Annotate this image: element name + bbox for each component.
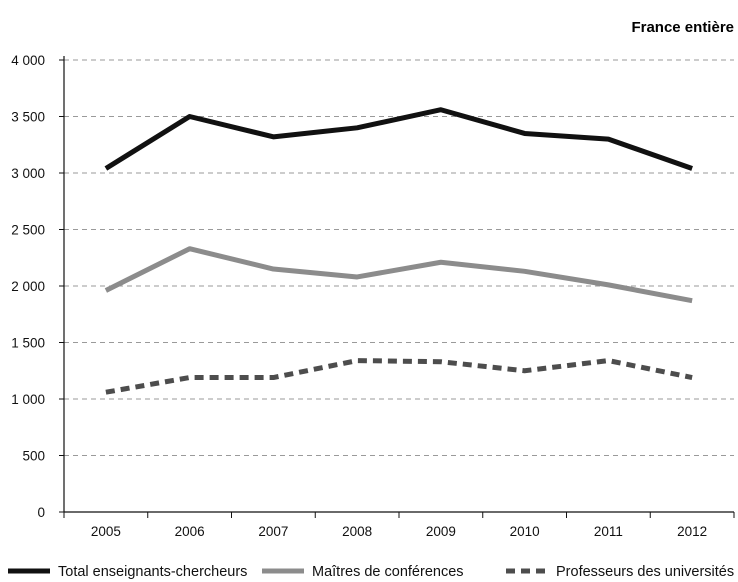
total-series-line xyxy=(104,107,693,171)
y-tick-label: 2 000 xyxy=(11,279,45,294)
y-tick-label: 0 xyxy=(37,505,45,520)
x-axis-ticks: 2005 2006 2007 2008 2009 2010 2011 2012 xyxy=(63,512,735,539)
legend-label: Professeurs des universités xyxy=(556,564,734,580)
y-tick-label: 3 500 xyxy=(11,110,45,125)
y-tick-label: 1 500 xyxy=(11,336,45,351)
y-tick-label: 4 000 xyxy=(11,53,45,68)
x-tick-label: 2007 xyxy=(258,524,288,539)
y-tick-label: 3 000 xyxy=(11,166,45,181)
y-tick-label: 500 xyxy=(22,449,45,464)
x-tick-label: 2006 xyxy=(175,524,205,539)
y-tick-label: 2 500 xyxy=(11,223,45,238)
series-lines xyxy=(104,107,693,395)
professeurs-series-line xyxy=(105,358,693,395)
chart-subtitle: France entière xyxy=(631,19,734,36)
x-tick-label: 2010 xyxy=(510,524,540,539)
maitres-series-line xyxy=(104,246,693,304)
x-tick-label: 2008 xyxy=(342,524,372,539)
axes xyxy=(63,56,734,513)
x-tick-label: 2005 xyxy=(91,524,121,539)
y-axis-ticks: 0 500 1 000 1 500 2 000 2 500 3 000 3 500 4 000 xyxy=(11,53,64,520)
legend: Total enseignants-chercheurs Maîtres de c… xyxy=(8,564,734,580)
x-tick-label: 2012 xyxy=(677,524,707,539)
grid xyxy=(64,59,734,456)
legend-label: Maîtres de conférences xyxy=(312,564,464,580)
x-tick-label: 2011 xyxy=(594,524,623,539)
legend-label: Total enseignants-chercheurs xyxy=(58,564,247,580)
y-tick-label: 1 000 xyxy=(11,392,45,407)
x-tick-label: 2009 xyxy=(426,524,456,539)
